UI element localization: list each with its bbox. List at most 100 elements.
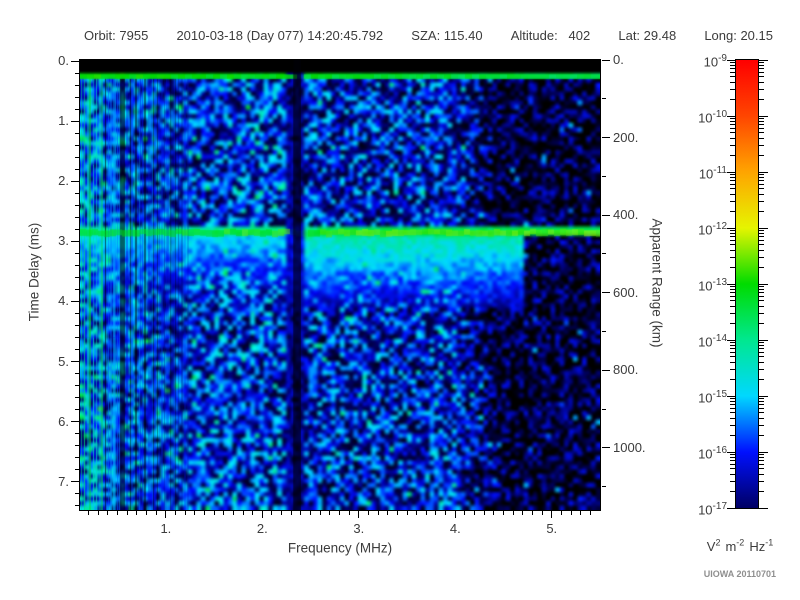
- colorbar-minor-tick-left: [730, 460, 735, 462]
- colorbar-minor-tick-right: [759, 71, 764, 73]
- x-minor-tick: [387, 511, 389, 515]
- colorbar-minor-tick-left: [730, 98, 735, 100]
- colorbar-label-exponent: -12: [712, 221, 727, 232]
- x-minor-tick: [348, 511, 350, 515]
- colorbar-major-tick-left: [727, 227, 735, 229]
- x-minor-tick: [367, 511, 369, 515]
- colorbar-major-tick-right: [759, 171, 768, 173]
- x-minor-tick: [252, 511, 254, 515]
- colorbar-major-tick-left: [727, 339, 735, 341]
- colorbar-minor-tick-right: [759, 88, 764, 90]
- colorbar-minor-tick-left: [730, 200, 735, 202]
- x-minor-tick: [464, 511, 466, 515]
- x-minor-tick: [107, 511, 109, 515]
- x-minor-tick: [474, 511, 476, 515]
- colorbar-minor-tick-right: [759, 180, 764, 182]
- x-major-tick: [454, 511, 456, 518]
- colorbar-minor-tick-right: [759, 232, 764, 234]
- x-axis-label-frequency: Frequency (MHz): [287, 540, 393, 556]
- x-minor-tick: [435, 511, 437, 515]
- colorbar-minor-tick-right: [759, 454, 764, 456]
- y-left-tick-label: 7.: [58, 473, 69, 489]
- colorbar-major-tick-left: [727, 507, 735, 509]
- x-minor-tick: [194, 511, 196, 515]
- colorbar-major-tick-left: [727, 171, 735, 173]
- colorbar-minor-tick-left: [730, 132, 735, 134]
- unit-v-exp: 2: [715, 538, 721, 548]
- y-left-minor-tick: [75, 385, 79, 387]
- colorbar-label-base: 10: [698, 278, 713, 294]
- colorbar-minor-tick-right: [759, 490, 764, 492]
- colorbar-minor-tick-right: [759, 356, 764, 358]
- y-left-minor-tick: [75, 433, 79, 435]
- x-minor-tick: [531, 511, 533, 515]
- colorbar-label-base: 10: [698, 446, 713, 462]
- colorbar-minor-tick-left: [730, 468, 735, 470]
- header-long: Long: 20.15: [704, 28, 773, 43]
- y-left-minor-tick: [75, 132, 79, 134]
- x-minor-tick: [396, 511, 398, 515]
- colorbar-minor-tick-left: [730, 434, 735, 436]
- x-minor-tick: [483, 511, 485, 515]
- x-minor-tick: [541, 511, 543, 515]
- colorbar-minor-tick-left: [730, 71, 735, 73]
- colorbar-minor-tick-right: [759, 468, 764, 470]
- y-left-minor-tick: [75, 336, 79, 338]
- colorbar-minor-tick-right: [759, 236, 764, 238]
- x-minor-tick: [136, 511, 138, 515]
- x-minor-tick: [290, 511, 292, 515]
- y-right-major-tick: [602, 214, 610, 216]
- colorbar-minor-tick-right: [759, 137, 764, 139]
- colorbar-minor-tick-left: [730, 176, 735, 178]
- y-right-tick-label: 200.: [613, 129, 639, 145]
- colorbar-minor-tick-right: [759, 295, 764, 297]
- colorbar-minor-tick-left: [730, 256, 735, 258]
- colorbar-minor-tick-right: [759, 292, 764, 294]
- colorbar-minor-tick-left: [730, 64, 735, 66]
- unit-v: V: [706, 539, 716, 555]
- colorbar-minor-tick-left: [730, 288, 735, 290]
- colorbar-major-tick-left: [727, 395, 735, 397]
- colorbar-minor-tick-left: [730, 244, 735, 246]
- y-left-major-tick: [71, 361, 79, 363]
- y-left-major-tick: [71, 180, 79, 182]
- x-minor-tick: [117, 511, 119, 515]
- colorbar-minor-tick-right: [759, 188, 764, 190]
- credit-text: UIOWA 20110701: [703, 569, 776, 579]
- x-tick-label: 2.: [256, 521, 268, 536]
- colorbar-minor-tick-left: [730, 424, 735, 426]
- y-left-tick-label: 6.: [58, 413, 69, 429]
- colorbar-label-exponent: -9: [718, 53, 727, 64]
- colorbar-major-tick-left: [727, 283, 735, 285]
- colorbar-label-base: 10: [703, 54, 719, 70]
- colorbar-minor-tick-right: [759, 266, 764, 268]
- colorbar-minor-tick-left: [730, 490, 735, 492]
- y-left-minor-tick: [75, 72, 79, 74]
- colorbar-minor-tick-right: [759, 412, 764, 414]
- x-minor-tick: [425, 511, 427, 515]
- colorbar-major-tick-left: [727, 115, 735, 117]
- x-minor-tick: [406, 511, 408, 515]
- y-left-major-tick: [71, 240, 79, 242]
- x-major-tick: [551, 511, 553, 518]
- colorbar-label-exponent: -10: [712, 109, 727, 120]
- colorbar-minor-tick-left: [730, 180, 735, 182]
- y-left-minor-tick: [75, 204, 79, 206]
- colorbar-minor-tick-left: [730, 407, 735, 409]
- colorbar-minor-tick-right: [759, 404, 764, 406]
- x-minor-tick: [213, 511, 215, 515]
- x-major-tick: [165, 511, 167, 518]
- colorbar-minor-tick-right: [759, 68, 764, 70]
- y-left-major-tick: [71, 421, 79, 423]
- y-right-tick-label: 400.: [613, 207, 639, 223]
- colorbar-minor-tick-right: [759, 400, 764, 402]
- y-right-minor-tick: [602, 331, 606, 333]
- colorbar-minor-tick-right: [759, 76, 764, 78]
- y-right-major-tick: [602, 447, 610, 449]
- colorbar-minor-tick-right: [759, 434, 764, 436]
- x-minor-tick: [445, 511, 447, 515]
- colorbar-minor-tick-left: [730, 68, 735, 70]
- unit-hz-exp: -1: [765, 538, 774, 548]
- header-sza: SZA: 115.40: [411, 28, 483, 43]
